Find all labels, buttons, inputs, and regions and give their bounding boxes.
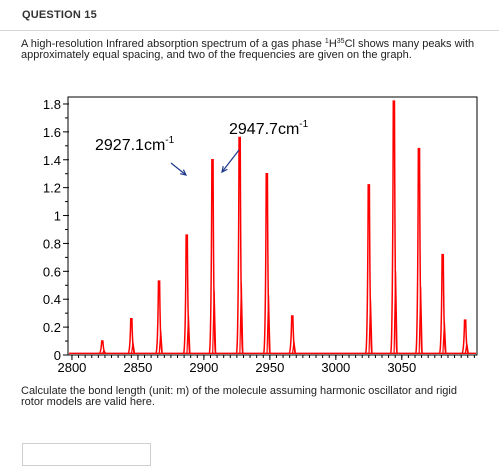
y-tick-label: 1.4 — [43, 153, 61, 168]
annotation-unit-superscript: -1 — [299, 119, 308, 130]
x-tick-label: 2850 — [123, 360, 152, 375]
spectrum-peak-shoulder — [368, 298, 373, 354]
annotation-arrow — [221, 149, 240, 173]
spectrum-peak — [155, 280, 163, 355]
spectrum-peak-shoulder — [393, 271, 398, 354]
spectrum-peak — [389, 100, 398, 355]
answer-input[interactable] — [22, 443, 151, 466]
x-tick-label: 3000 — [321, 360, 350, 375]
question-header: QUESTION 15 — [0, 0, 499, 31]
spectrum-peak-shoulder — [101, 349, 107, 354]
spectrum-peak-shoulder — [442, 321, 447, 354]
spectrum-peak-shoulder — [239, 283, 244, 354]
plot-frame — [67, 96, 478, 356]
spectrum-peak — [438, 253, 447, 355]
question-text: A high-resolution Infrared absorption sp… — [21, 38, 481, 61]
spectrum-peak — [208, 159, 217, 355]
spectrum-peak-shoulder — [291, 342, 297, 354]
mass-number-superscript: 1 — [324, 38, 329, 45]
y-tick-label: 1.8 — [43, 97, 61, 112]
spectrum-peak — [182, 234, 191, 355]
peak-annotation: 2927.1cm-1 — [95, 135, 175, 154]
chart-axes: 0 0.2 0.4 0.6 0.8 1 1.2 1.4 1.6 1.8 2800 2850 2900 29… — [43, 96, 478, 375]
mass-number-superscript: 35 — [336, 38, 345, 45]
y-tick-label: 1.6 — [43, 125, 61, 140]
spectrum-peak-shoulder — [130, 342, 136, 354]
x-tick-label: 2950 — [255, 360, 284, 375]
annotation-unit-superscript: -1 — [165, 135, 174, 146]
y-tick-label: 0 — [54, 348, 61, 363]
y-tick-label: 0.2 — [43, 320, 61, 335]
y-tick-label: 0.6 — [43, 264, 61, 279]
spectrum-peak — [262, 172, 271, 355]
question-followup: Calculate the bond length (unit: m) of t… — [21, 385, 457, 408]
spectrum-peak-shoulder — [418, 286, 423, 354]
question-text-part: A high-resolution Infrared absorption sp… — [21, 38, 325, 50]
spectrum-peak-shoulder — [186, 315, 191, 354]
x-tick-label: 2900 — [189, 360, 218, 375]
x-tick-label: 3050 — [387, 360, 416, 375]
y-tick-label: 0.8 — [43, 236, 61, 251]
spectrum-peak-shoulder — [158, 330, 163, 354]
spectrum-peak — [364, 184, 373, 355]
annotation-arrowhead — [221, 166, 228, 174]
spectrum-peak-shoulder — [266, 295, 271, 354]
y-tick-label: 0.4 — [43, 292, 61, 307]
y-tick-label: 1.2 — [43, 181, 61, 196]
annotation-arrowhead — [180, 169, 188, 176]
y-tick-label: 1 — [54, 209, 61, 224]
question-text-part: H — [328, 38, 337, 50]
question-number: QUESTION 15 — [22, 9, 97, 21]
spectrum-peak — [235, 136, 244, 355]
chart-labels: 2927.1cm-1 2947.7cm-1 — [95, 119, 309, 176]
peak-annotation: 2947.7cm-1 — [229, 119, 309, 138]
spectrum-peak-shoulder — [212, 290, 217, 354]
x-tick-label: 2800 — [57, 360, 86, 375]
spectrum-peak-shoulder — [464, 343, 469, 354]
annotation-arrow — [170, 162, 187, 176]
question-text-part: Cl shows many peaks with approximately e… — [21, 38, 475, 61]
spectrum-peak — [415, 147, 423, 355]
chart-plot — [69, 100, 476, 355]
